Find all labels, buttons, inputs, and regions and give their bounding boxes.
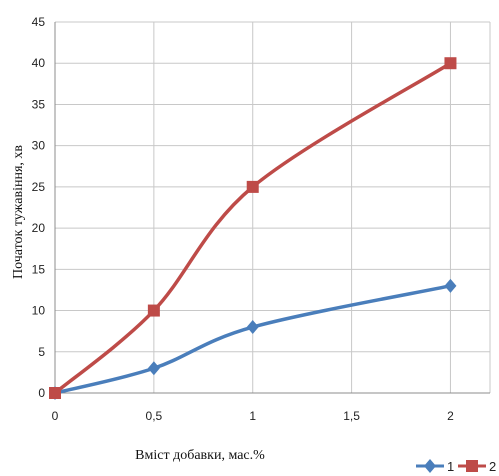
y-tick-label: 15 (32, 262, 46, 276)
y-axis-title: Початок тужавіння, хв (11, 145, 26, 279)
y-tick-label: 40 (32, 56, 46, 70)
series-layer (49, 57, 457, 400)
y-tick-label: 45 (32, 15, 46, 29)
legend-label: 1 (447, 459, 454, 474)
legend-item-2: 2 (458, 459, 496, 474)
legend-swatch-marker (466, 460, 478, 472)
x-axis-title: Вміст добавки, мас.% (135, 448, 265, 463)
legend-swatch-marker (424, 459, 436, 473)
y-tick-label: 10 (32, 304, 46, 318)
x-tick-label: 1 (249, 409, 256, 423)
series-2-point (246, 180, 259, 193)
series-2-point (147, 304, 160, 317)
series-1-line (53, 284, 453, 395)
y-tick-label: 5 (38, 345, 45, 359)
series-2-point (49, 387, 61, 399)
x-tick-label: 1,5 (343, 409, 360, 423)
series-1-point (147, 361, 160, 376)
grid (54, 21, 491, 394)
x-tick-label: 2 (447, 409, 454, 423)
y-tick-label: 25 (32, 180, 46, 194)
series-2-point (444, 57, 457, 70)
tick-labels: 0 5 10 15 20 25 30 35 40 45 0 0,5 1 1,5 2 (32, 15, 454, 423)
series-1-point (246, 320, 259, 335)
y-tick-label: 35 (32, 97, 46, 111)
series-2-line (53, 61, 453, 395)
series-1-point (444, 278, 457, 293)
y-tick-label: 0 (38, 386, 45, 400)
y-tick-label: 20 (32, 221, 46, 235)
x-tick-label: 0,5 (146, 409, 163, 423)
legend-label: 2 (489, 459, 496, 474)
y-tick-label: 30 (32, 139, 46, 153)
x-tick-label: 0 (52, 409, 59, 423)
legend-item-1: 1 (416, 459, 454, 474)
